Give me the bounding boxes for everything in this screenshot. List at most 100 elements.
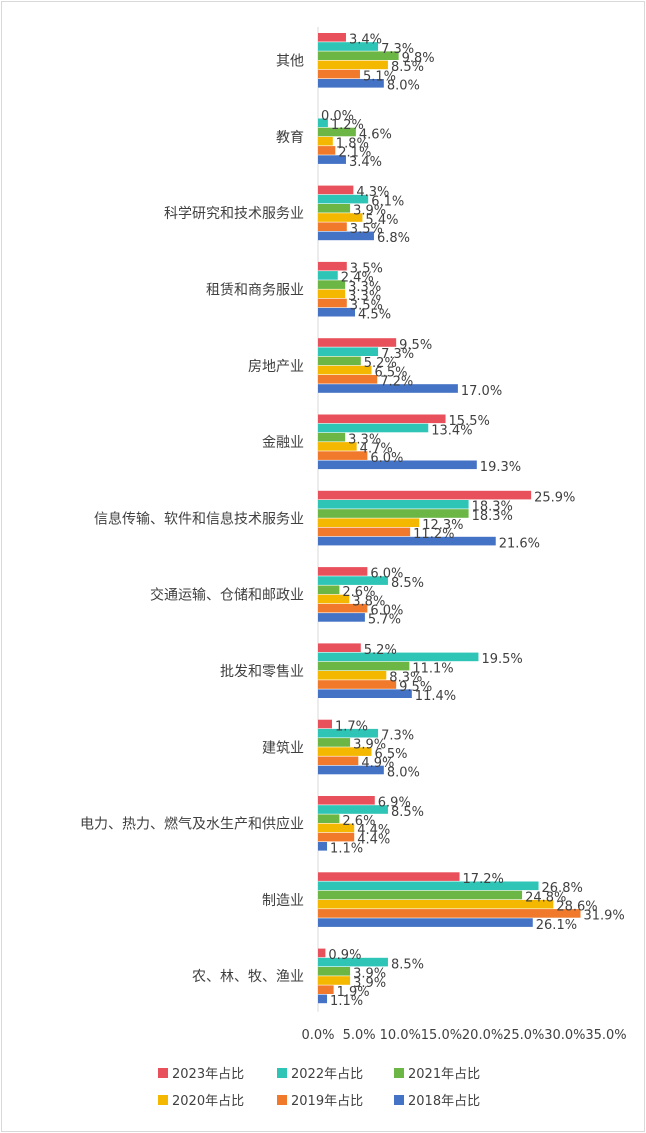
- x-tick-label: 35.0%: [585, 1028, 626, 1043]
- legend-swatch: [158, 1068, 168, 1078]
- data-label: 19.3%: [480, 460, 521, 475]
- bar: [318, 567, 368, 576]
- legend-item: 2021年占比: [394, 1067, 480, 1082]
- data-label: 3.4%: [349, 33, 382, 48]
- bar: [318, 490, 532, 500]
- data-label: 1.8%: [336, 137, 369, 152]
- legend-label: 2022年占比: [291, 1067, 363, 1082]
- bar: [318, 146, 336, 155]
- bar: [318, 909, 581, 918]
- category-label: 农、林、牧、渔业: [192, 969, 304, 985]
- data-label: 8.5%: [391, 576, 424, 591]
- bar: [318, 347, 379, 356]
- bar: [318, 231, 374, 241]
- bar: [318, 603, 368, 613]
- data-label: 18.3%: [472, 500, 513, 515]
- bar: [318, 222, 347, 231]
- data-label: 4.4%: [357, 832, 390, 847]
- bar: [318, 536, 496, 546]
- bar: [318, 994, 328, 1004]
- bar: [318, 338, 397, 347]
- data-label: 6.1%: [371, 194, 404, 209]
- data-label: 8.5%: [391, 957, 424, 972]
- bar: [318, 738, 351, 747]
- bar: [318, 155, 346, 164]
- data-label: 6.0%: [370, 451, 403, 466]
- legend-label: 2020年占比: [172, 1094, 244, 1109]
- bar: [318, 957, 388, 967]
- bar: [318, 271, 338, 280]
- bar: [318, 118, 328, 128]
- legend: 2023年占比 2022年占比 2021年占比 2020年占比 2019年占比 2018年…: [158, 1067, 480, 1109]
- bar: [318, 500, 469, 509]
- legend-label: 2021年占比: [408, 1067, 480, 1082]
- data-label: 7.3%: [381, 42, 414, 57]
- bar: [318, 671, 387, 680]
- bar: [318, 643, 361, 652]
- bar: [318, 280, 346, 289]
- bar: [318, 460, 477, 470]
- category-labels-layer: 其他教育科学研究和技术服务业租赁和商务服业房地产业金融业信息传输、软件和信息技术…: [80, 54, 304, 986]
- data-label: 18.3%: [472, 509, 513, 524]
- bar: [318, 185, 354, 195]
- bar: [318, 384, 458, 393]
- data-label: 3.3%: [348, 289, 381, 304]
- data-label: 4.6%: [359, 127, 392, 142]
- x-tick-label: 20.0%: [462, 1028, 503, 1043]
- bar: [318, 872, 460, 881]
- bar: [318, 594, 350, 604]
- bar: [318, 576, 388, 585]
- x-tick-label: 25.0%: [503, 1028, 544, 1043]
- data-label: 2.1%: [338, 146, 371, 161]
- data-label: 6.5%: [374, 365, 407, 380]
- data-label: 0.0%: [321, 109, 354, 124]
- category-label: 教育: [276, 130, 304, 146]
- data-label: 0.9%: [328, 948, 361, 963]
- x-tick-label: 15.0%: [421, 1028, 462, 1043]
- legend-swatch: [394, 1095, 404, 1105]
- data-label: 3.5%: [350, 222, 383, 237]
- legend-item: 2020年占比: [158, 1094, 244, 1109]
- legend-swatch: [277, 1095, 287, 1105]
- bar: [318, 796, 375, 805]
- bar: [318, 509, 469, 518]
- data-label: 15.5%: [449, 414, 490, 429]
- data-label: 3.3%: [348, 280, 381, 295]
- data-label: 26.1%: [536, 918, 577, 933]
- bar: [318, 881, 539, 891]
- bar: [318, 213, 363, 222]
- bar: [318, 69, 360, 79]
- bar: [318, 127, 356, 137]
- data-label: 3.9%: [353, 204, 386, 219]
- data-label: 6.8%: [377, 231, 410, 246]
- data-label: 3.5%: [350, 298, 383, 313]
- bar: [318, 823, 355, 833]
- data-label: 3.9%: [353, 967, 386, 982]
- category-label: 建筑业: [262, 740, 304, 756]
- data-label: 26.8%: [542, 881, 583, 896]
- bar: [318, 375, 378, 384]
- data-label: 3.5%: [350, 262, 383, 277]
- data-label: 9.5%: [399, 680, 432, 695]
- x-tick-label: 5.0%: [343, 1028, 376, 1043]
- legend-swatch: [277, 1068, 287, 1078]
- bar: [318, 918, 533, 927]
- bar: [318, 261, 347, 271]
- bar: [318, 765, 384, 775]
- data-label: 21.6%: [499, 536, 540, 551]
- bar: [318, 432, 346, 442]
- bar: [318, 756, 359, 766]
- bar: [318, 613, 365, 622]
- data-label: 28.6%: [556, 900, 597, 915]
- data-label: 7.2%: [380, 375, 413, 390]
- category-label: 批发和零售业: [220, 664, 304, 680]
- data-label: 2.6%: [342, 585, 375, 600]
- bar: [318, 967, 351, 976]
- x-tick-label: 30.0%: [544, 1028, 585, 1043]
- data-label: 11.2%: [413, 527, 454, 542]
- bar: [318, 365, 372, 375]
- bar: [318, 79, 384, 88]
- data-label: 5.2%: [364, 643, 397, 658]
- data-label: 3.9%: [353, 738, 386, 753]
- bar: [318, 689, 412, 698]
